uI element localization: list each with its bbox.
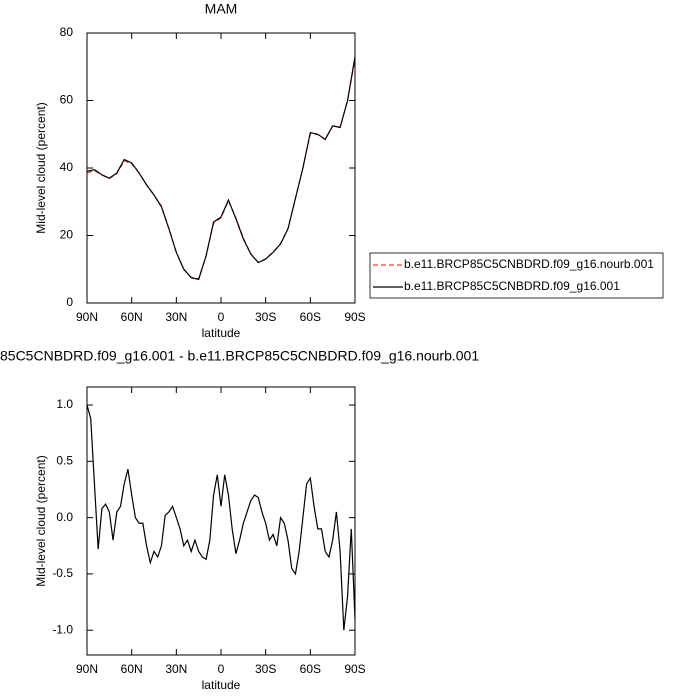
y-tick-label: 20 (60, 228, 74, 242)
data-line (86, 404, 356, 631)
x-tick-label: 60N (121, 662, 143, 676)
chart-title: MAM (205, 1, 238, 17)
data-line (86, 56, 356, 281)
y-tick-label: -1.0 (52, 622, 73, 636)
x-tick-label: 90S (344, 662, 365, 676)
x-tick-label: 90N (76, 310, 98, 324)
y-axis-label: Mid-level cloud (percent) (34, 455, 48, 586)
y-tick-label: 60 (60, 93, 74, 107)
y-tick-label: 0.0 (56, 510, 73, 524)
legend-box (369, 252, 664, 299)
y-tick-label: 80 (60, 25, 74, 39)
x-tick-label: 30S (255, 662, 276, 676)
y-tick-label: 40 (60, 160, 74, 174)
legend-label: b.e11.BRCP85C5CNBDRD.f09_g16.001 (404, 279, 620, 293)
x-tick-label: 0 (218, 662, 225, 676)
x-tick-label: 60N (121, 310, 143, 324)
data-line (86, 59, 356, 280)
legend-label: b.e11.BRCP85C5CNBDRD.f09_g16.nourb.001 (404, 257, 654, 271)
x-tick-label: 90N (76, 662, 98, 676)
y-tick-label: 0 (66, 295, 73, 309)
x-tick-label: 30N (165, 310, 187, 324)
y-tick-label: 1.0 (56, 397, 73, 411)
x-tick-label: 60S (300, 310, 321, 324)
y-axis-label: Mid-level cloud (percent) (34, 102, 48, 233)
plot-frame (86, 32, 356, 304)
x-tick-label: 30S (255, 310, 276, 324)
x-tick-label: 60S (300, 662, 321, 676)
y-tick-label: -0.5 (52, 566, 73, 580)
x-tick-label: 90S (344, 310, 365, 324)
chart-title: 85C5CNBDRD.f09_g16.001 - b.e11.BRCP85C5C… (0, 348, 479, 364)
plot-frame (86, 386, 356, 656)
x-axis-label: latitude (202, 678, 241, 692)
y-tick-label: 0.5 (56, 453, 73, 467)
x-axis-label: latitude (202, 326, 241, 340)
x-tick-label: 30N (165, 662, 187, 676)
x-tick-label: 0 (218, 310, 225, 324)
